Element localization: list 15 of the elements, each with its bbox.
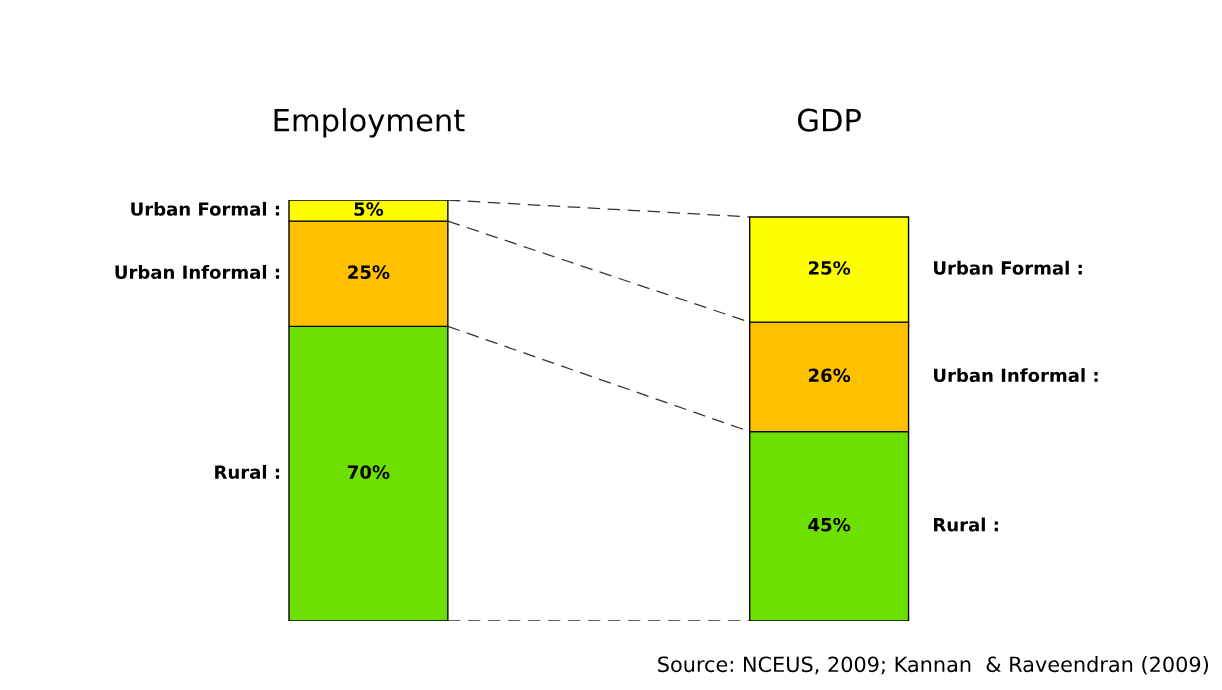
series-label: Urban Informal : [115, 265, 280, 279]
source-note: Source: NCEUS, 2009; Kannan & Raveendran (2009) [658, 656, 1208, 675]
series-label: Rural : [215, 464, 280, 479]
x-tick-label: GDP [798, 108, 861, 132]
data-label: 25% [808, 261, 851, 275]
series-label: Urban Formal : [131, 201, 280, 216]
data-label: 70% [348, 465, 390, 479]
data-label: 26% [808, 368, 851, 383]
data-label: 45% [808, 517, 851, 532]
text: Rural : [934, 517, 998, 532]
x-tick-label: Employment [274, 108, 465, 138]
text: Urban Informal : [934, 368, 1098, 383]
data-label: 25% [348, 265, 390, 279]
text: Urban Formal : [934, 260, 1082, 275]
data-label: 5% [354, 202, 384, 216]
